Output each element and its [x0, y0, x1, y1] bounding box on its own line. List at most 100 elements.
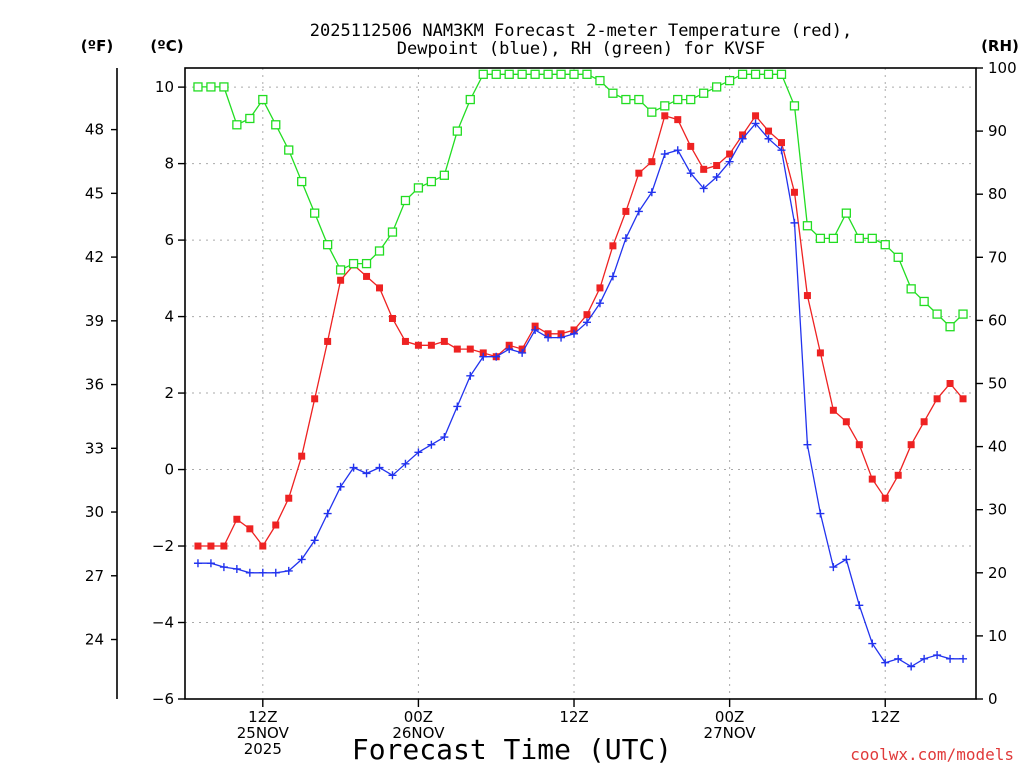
rh-point — [867, 233, 877, 244]
dewpoint-point — [946, 654, 955, 663]
temperature-point — [194, 542, 202, 550]
dewpoint-point — [790, 218, 799, 227]
rh-point — [569, 69, 579, 79]
rh-point — [206, 82, 216, 92]
chart-title-line-1: 2025112506 NAM3KM Forecast 2-meter Tempe… — [310, 21, 852, 41]
temperature-point — [324, 337, 332, 345]
rh-point — [893, 252, 903, 262]
temperature-point — [272, 521, 280, 529]
temperature-point — [233, 515, 241, 523]
rh-tick-label: 100 — [988, 59, 1017, 77]
rh-point — [400, 195, 411, 206]
fahrenheit-tick-label: 45 — [85, 184, 104, 202]
rh-point — [621, 94, 631, 105]
rh-point — [737, 69, 748, 79]
rh-point — [271, 120, 281, 130]
dewpoint-point — [362, 469, 371, 478]
dewpoint-point — [310, 536, 319, 545]
temperature-point — [842, 418, 850, 426]
dewpoint-point — [829, 563, 838, 572]
temperature-point — [285, 494, 293, 502]
rh-point — [504, 69, 514, 79]
dewpoint-point — [193, 559, 202, 568]
rh-tick-label: 60 — [988, 311, 1007, 329]
rh-point — [712, 82, 722, 92]
rh-tick-label: 40 — [988, 438, 1007, 456]
dewpoint-point — [595, 299, 604, 308]
celsius-tick-label: 0 — [164, 461, 174, 479]
fahrenheit-tick-label: 36 — [85, 376, 104, 394]
dewpoint-point — [894, 654, 903, 663]
dewpoint-point — [479, 352, 488, 361]
series-dewpoint — [193, 119, 968, 671]
dewpoint-point — [206, 559, 215, 568]
dewpoint-point — [232, 564, 241, 573]
dewpoint-point — [323, 509, 332, 518]
temperature-point — [388, 314, 396, 322]
temperature-point — [622, 207, 630, 215]
x-tick-label: 12Z — [248, 708, 277, 726]
temperature-point — [427, 341, 435, 349]
dewpoint-point — [816, 509, 825, 518]
dewpoint-point — [777, 146, 786, 155]
temperature-line — [198, 114, 964, 548]
temperature-point — [829, 406, 837, 414]
rh-point — [582, 69, 592, 79]
rh-point — [724, 75, 735, 86]
rh-point — [413, 183, 424, 193]
temperature-point — [311, 395, 319, 403]
rh-point — [932, 309, 942, 319]
dewpoint-point — [440, 433, 449, 442]
fahrenheit-tick-label: 30 — [85, 503, 104, 521]
fahrenheit-tick-label: 27 — [85, 567, 104, 585]
dewpoint-point — [725, 157, 734, 166]
dewpoint-point — [349, 463, 358, 472]
temperature-point — [777, 139, 785, 147]
rh-point — [802, 221, 813, 231]
dewpoint-point — [712, 172, 721, 181]
rh-point — [439, 170, 449, 180]
dewpoint-point — [764, 134, 773, 143]
temperature-point — [337, 276, 345, 284]
credit-label: coolwx.com/models — [850, 745, 1014, 764]
rh-point — [673, 94, 683, 105]
rh-point — [608, 88, 618, 98]
temperature-point — [726, 150, 734, 158]
rh-point — [374, 246, 385, 256]
temperature-point — [855, 441, 863, 449]
temperature-point — [648, 158, 656, 166]
dewpoint-point — [505, 345, 514, 354]
rh-point — [854, 233, 864, 244]
dewpoint-point — [842, 555, 851, 564]
temperature-point — [881, 494, 889, 502]
dewpoint-point — [453, 402, 462, 411]
rh-point — [387, 227, 398, 237]
fahrenheit-tick-label: 39 — [85, 312, 104, 330]
temperature-point — [376, 284, 384, 292]
dewpoint-line — [198, 122, 963, 668]
series-temperature — [194, 112, 967, 550]
celsius-tick-label: 2 — [164, 384, 174, 402]
rh-point — [945, 322, 955, 332]
dewpoint-point — [933, 651, 942, 660]
celsius-tick-label: 4 — [164, 308, 174, 326]
x-tick-label: 25NOV — [237, 724, 290, 742]
temperature-point — [959, 395, 967, 403]
rh-point — [258, 94, 268, 105]
celsius-tick-label: −2 — [152, 537, 174, 555]
rh-point — [322, 240, 333, 250]
dewpoint-point — [634, 207, 643, 216]
dewpoint-point — [660, 150, 669, 159]
temperature-point — [661, 112, 669, 120]
temperature-point — [207, 542, 215, 550]
rh-point — [815, 233, 826, 244]
dewpoint-point — [959, 654, 968, 663]
rh-point — [841, 208, 851, 218]
temperature-point — [246, 525, 254, 533]
rh-point — [517, 69, 527, 79]
temperature-point — [907, 441, 915, 449]
series-rh — [193, 69, 968, 332]
rh-point — [232, 120, 242, 130]
rh-point — [750, 69, 761, 79]
